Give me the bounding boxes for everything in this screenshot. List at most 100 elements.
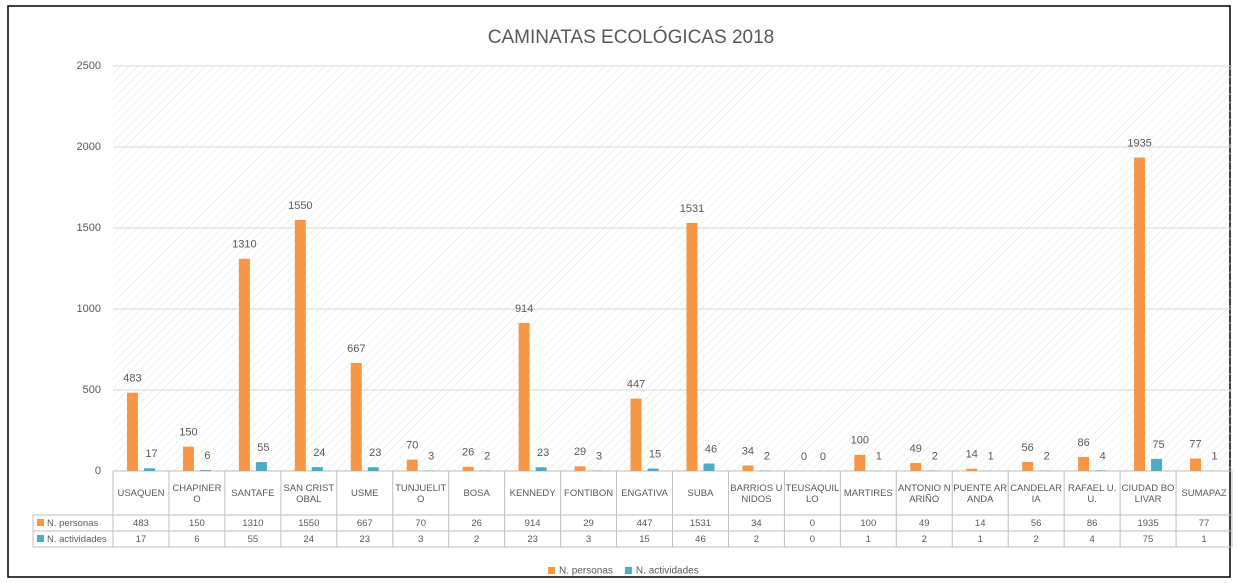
bar [126, 392, 138, 471]
table-value: 77 [1198, 517, 1210, 529]
table-value: 23 [527, 533, 538, 545]
bar [630, 398, 642, 471]
bar [462, 466, 474, 471]
data-label: 77 [1189, 438, 1201, 450]
data-label: 3 [428, 450, 434, 462]
bar [1022, 461, 1034, 471]
x-tick-label: RAFAEL U. U. [1067, 482, 1117, 505]
x-tick-label: FONTIBON [564, 488, 614, 499]
bar [910, 463, 922, 471]
table-value: 2 [474, 533, 480, 545]
bar [182, 446, 194, 471]
table-value: 49 [918, 517, 930, 529]
data-label: 0 [801, 451, 807, 463]
data-label: 483 [123, 373, 141, 385]
table-value: 3 [585, 533, 592, 545]
table-value: 86 [1086, 517, 1098, 529]
y-tick-label: 2500 [77, 60, 101, 72]
bar [1190, 458, 1202, 471]
data-label: 150 [179, 427, 197, 439]
table-value: 17 [135, 533, 147, 545]
bar [199, 470, 211, 471]
data-label: 1935 [1127, 137, 1151, 149]
bar [406, 459, 418, 471]
data-label: 667 [347, 343, 365, 355]
bar [647, 468, 659, 471]
bar [238, 258, 250, 471]
legend-key [548, 567, 555, 574]
bar [703, 463, 715, 471]
table-value: 667 [356, 517, 373, 529]
bar [966, 468, 978, 471]
bar [311, 467, 323, 471]
data-label: 46 [705, 443, 717, 455]
table-value: 6 [194, 533, 200, 545]
x-tick-label: SANTAFE [231, 488, 275, 499]
data-label: 70 [406, 440, 418, 452]
data-label: 100 [851, 435, 869, 447]
x-tick-label: SUBA [687, 488, 714, 499]
data-label: 914 [515, 303, 533, 315]
table-series-label: N. personas [47, 517, 99, 529]
table-value: 1310 [242, 517, 264, 529]
bar [574, 466, 586, 471]
x-tick-label: ANTONIO NARIÑO [897, 482, 951, 505]
data-label: 1 [876, 451, 882, 463]
data-label: 1531 [680, 203, 704, 215]
data-label: 56 [1022, 442, 1034, 454]
table-value: 0 [809, 517, 815, 529]
data-label: 1550 [288, 200, 312, 212]
x-tick-label: USAQUEN [117, 488, 165, 499]
data-label: 4 [1100, 450, 1106, 462]
x-tick-label: CHAPINERO [172, 482, 222, 505]
table-value: 0 [809, 533, 815, 545]
table-value: 4 [1089, 533, 1095, 545]
bar [255, 462, 267, 471]
table-value: 29 [583, 517, 594, 529]
data-label: 23 [537, 447, 549, 459]
data-label: 2 [484, 451, 490, 463]
table-value: 14 [974, 517, 986, 529]
x-tick-label: BARRIOS UNIDOS [730, 482, 783, 505]
data-label: 34 [742, 445, 754, 457]
table-value: 2 [921, 533, 927, 545]
legend-key [37, 519, 44, 526]
data-label: 447 [627, 378, 645, 390]
y-tick-label: 2000 [77, 141, 101, 153]
x-tick-label: PUENTE ARANDA [953, 482, 1008, 505]
table-value: 447 [636, 517, 653, 529]
bar [143, 468, 155, 471]
table-value: 914 [524, 517, 541, 529]
table-value: 2 [753, 533, 760, 545]
bar [294, 219, 306, 471]
x-tick-label: TUNJUELITO [395, 482, 447, 505]
table-value: 56 [1030, 517, 1042, 529]
bar [1078, 457, 1090, 471]
bar [742, 465, 754, 471]
table-value: 1531 [689, 517, 712, 529]
table-value: 1 [977, 533, 983, 545]
data-label: 2 [764, 451, 770, 463]
data-label: 29 [574, 446, 586, 458]
bar [535, 467, 547, 471]
x-tick-label: TEUSAQUILLO [785, 482, 840, 505]
bar [1095, 470, 1107, 471]
x-tick-label: BOSA [463, 488, 490, 499]
data-label: 17 [145, 448, 157, 460]
table-value: 1 [1201, 533, 1207, 545]
data-label: 2 [1044, 451, 1050, 463]
legend-label: N. personas [559, 566, 613, 577]
y-tick-label: 500 [83, 384, 101, 396]
data-label: 0 [820, 451, 826, 463]
x-tick-label: KENNEDY [509, 488, 556, 499]
table-value: 55 [247, 533, 259, 545]
legend-key [37, 535, 44, 542]
data-label: 3 [596, 450, 602, 462]
data-label: 24 [313, 447, 325, 459]
table-value: 2 [1033, 533, 1039, 545]
bar [854, 454, 866, 471]
table-value: 15 [639, 533, 650, 545]
data-label: 1 [988, 451, 994, 463]
